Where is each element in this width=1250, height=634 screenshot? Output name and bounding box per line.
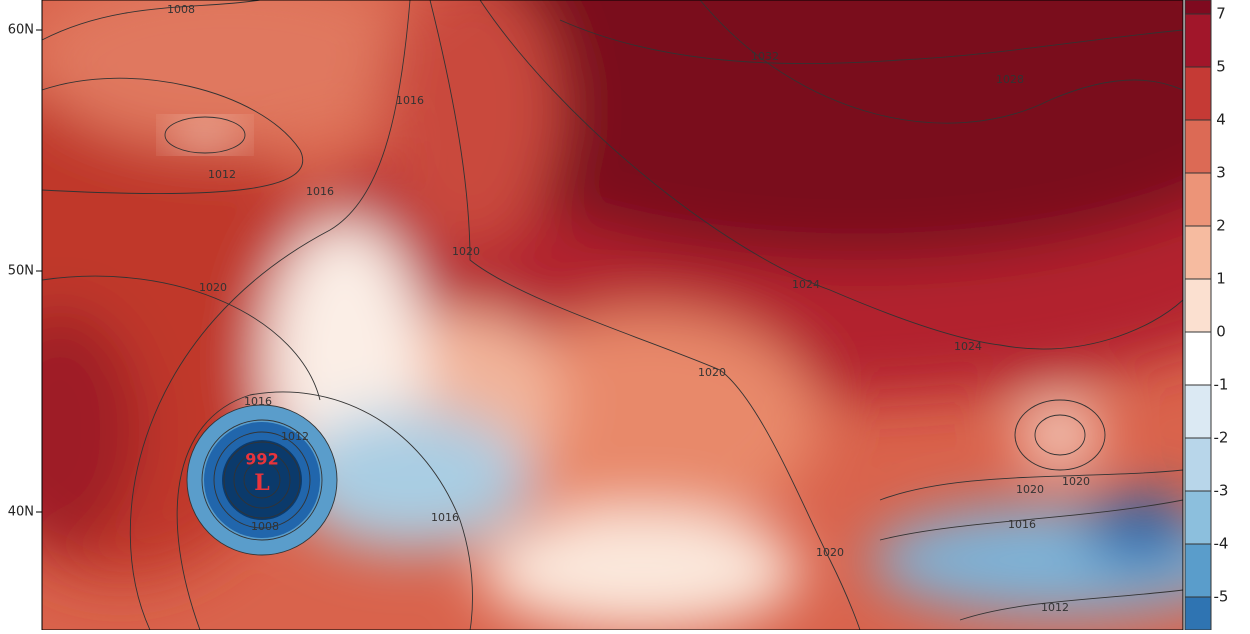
- isobar-label: 1020: [1016, 483, 1044, 496]
- latitude-label: 50N: [8, 264, 34, 279]
- colorbar-label: -2: [1214, 429, 1229, 447]
- colorbar-label: -5: [1214, 588, 1229, 606]
- colorbar-band: [1185, 67, 1211, 120]
- colorbar-band: [1185, 173, 1211, 226]
- isobar-label: 1024: [954, 340, 982, 353]
- colorbar-label: 3: [1216, 164, 1226, 182]
- isobar-label: 1012: [281, 430, 309, 443]
- isobar-label: 1020: [452, 245, 480, 258]
- isobar-label: 1008: [251, 520, 279, 533]
- isobar-label: 1016: [431, 511, 459, 524]
- isobar-label: 1016: [396, 94, 424, 107]
- colorbar-label: 1: [1216, 270, 1226, 288]
- colorbar-band: [1185, 279, 1211, 332]
- colorbar-band: [1185, 385, 1211, 438]
- colorbar-band: [1185, 332, 1211, 385]
- colorbar-band: [1185, 120, 1211, 173]
- colorbar-label: -4: [1214, 535, 1229, 553]
- colorbar-band: [1185, 0, 1211, 14]
- latitude-label: 40N: [8, 505, 34, 520]
- colorbar-label: -1: [1214, 376, 1229, 394]
- colorbar-label: 0: [1216, 323, 1226, 341]
- colorbar-label: 5: [1216, 58, 1226, 76]
- colorbar-label: 4: [1216, 111, 1226, 129]
- colorbar-label: 7: [1216, 5, 1226, 23]
- isobar-label: 1032: [751, 50, 779, 63]
- isobar-label: 1020: [698, 366, 726, 379]
- low-symbol: L: [254, 470, 269, 496]
- isobar-label: 1020: [199, 281, 227, 294]
- colorbar-label: -3: [1214, 482, 1229, 500]
- colorbar-band: [1185, 491, 1211, 544]
- isobars: [42, 0, 1183, 630]
- colorbar-band: [1185, 226, 1211, 279]
- latitude-label: 60N: [8, 23, 34, 38]
- colorbar-band: [1185, 544, 1211, 597]
- colorbar-label: 2: [1216, 217, 1226, 235]
- isobar-label: 1016: [244, 395, 272, 408]
- isobar-label: 1024: [792, 278, 820, 291]
- isobar-label: 1012: [1041, 601, 1069, 614]
- isobar-label: 1016: [1008, 518, 1036, 531]
- isobar-label: 1012: [208, 168, 236, 181]
- colorbar-band: [1185, 14, 1211, 67]
- isobar-label: 1020: [1062, 475, 1090, 488]
- isobar-label: 1028: [996, 73, 1024, 86]
- isobar-label: 1016: [306, 185, 334, 198]
- low-pressure-value: 992: [245, 450, 278, 469]
- colorbar-band: [1185, 597, 1211, 630]
- colorbar-band: [1185, 438, 1211, 491]
- isobar-label: 1008: [167, 3, 195, 16]
- isobar-label: 1020: [816, 546, 844, 559]
